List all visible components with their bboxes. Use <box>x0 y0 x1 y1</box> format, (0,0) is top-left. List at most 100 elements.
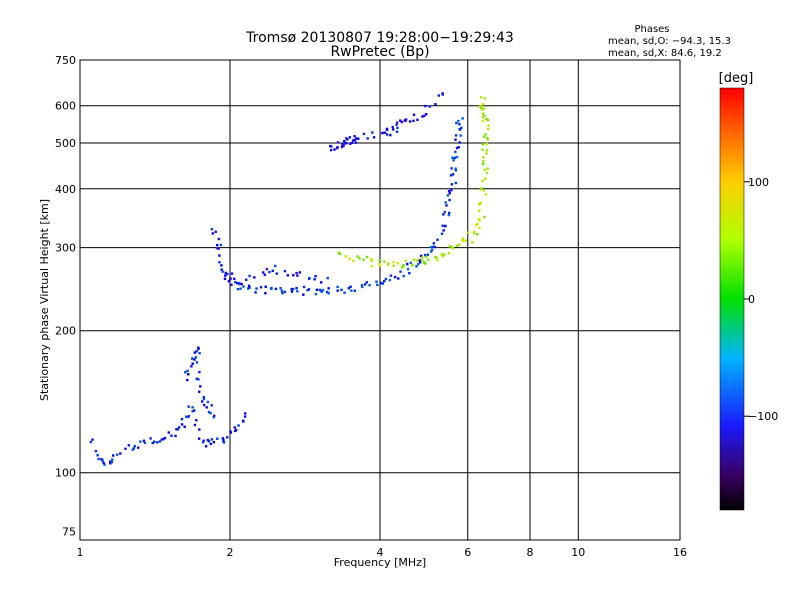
data-point <box>215 437 219 440</box>
data-point <box>450 245 453 248</box>
data-point <box>198 390 201 394</box>
data-point <box>455 121 458 125</box>
data-point <box>298 271 301 274</box>
data-point <box>478 226 481 230</box>
data-point <box>447 189 451 193</box>
data-point <box>262 271 265 274</box>
data-point <box>280 289 284 292</box>
data-point <box>379 281 383 285</box>
data-point <box>357 137 360 140</box>
data-point <box>320 281 323 284</box>
data-point <box>184 371 187 374</box>
data-point <box>461 239 464 242</box>
grid-lines <box>80 60 680 540</box>
data-point <box>307 288 311 291</box>
data-point <box>223 277 227 281</box>
data-point <box>185 415 188 418</box>
data-point <box>387 262 390 265</box>
data-point <box>415 265 418 268</box>
data-point <box>296 274 299 277</box>
data-point <box>195 419 198 422</box>
data-point <box>408 120 412 123</box>
data-point <box>481 119 484 123</box>
data-point <box>423 253 427 257</box>
data-point <box>471 241 474 244</box>
data-point <box>408 271 411 275</box>
data-point <box>466 231 470 234</box>
data-point <box>211 232 214 235</box>
data-point <box>455 155 459 159</box>
data-point <box>187 405 190 408</box>
data-point <box>274 287 278 291</box>
data-point <box>248 286 251 289</box>
data-point <box>115 453 119 456</box>
data-point <box>481 163 485 166</box>
data-point <box>201 441 205 444</box>
data-point <box>210 438 214 441</box>
data-point <box>426 258 430 261</box>
data-point <box>479 106 483 110</box>
data-point <box>245 278 248 281</box>
data-point <box>378 264 382 267</box>
data-point <box>482 189 485 192</box>
data-point <box>340 288 343 292</box>
y-tick-label: 300 <box>55 242 76 255</box>
data-point <box>127 444 131 447</box>
data-point <box>383 279 386 283</box>
data-point <box>416 263 420 266</box>
data-point <box>461 117 464 120</box>
data-point <box>360 283 364 287</box>
data-point <box>486 136 489 140</box>
data-point <box>321 288 325 292</box>
data-point <box>370 258 373 261</box>
data-point <box>296 289 299 293</box>
data-point <box>444 201 447 204</box>
data-point <box>450 183 454 186</box>
data-point <box>210 228 214 231</box>
data-point <box>119 452 122 455</box>
data-point <box>236 287 240 291</box>
data-point <box>94 449 98 453</box>
data-point <box>342 144 345 148</box>
data-point <box>158 440 162 443</box>
data-point <box>350 289 353 292</box>
data-point <box>349 285 352 288</box>
data-point <box>212 440 216 444</box>
data-point <box>458 123 461 126</box>
data-point <box>193 358 196 361</box>
data-point <box>383 131 387 134</box>
y-tick-label: 600 <box>55 100 76 113</box>
x-axis-label: Frequency [MHz] <box>334 556 426 569</box>
data-point <box>420 254 423 258</box>
data-point <box>341 143 344 146</box>
data-point <box>227 280 231 283</box>
data-point <box>186 369 189 372</box>
data-point <box>348 257 351 261</box>
data-point <box>198 351 201 355</box>
data-point <box>371 131 374 134</box>
data-point <box>391 125 394 129</box>
data-point <box>101 459 104 462</box>
data-point <box>193 423 197 427</box>
data-point <box>270 286 273 290</box>
data-point <box>174 434 177 438</box>
data-point <box>191 362 194 365</box>
colorbar-tick-label: 0 <box>748 293 755 306</box>
data-point <box>330 145 333 148</box>
colorbar: [deg] 100 0 −100 <box>719 71 778 511</box>
data-point <box>429 245 433 249</box>
data-point <box>283 290 287 294</box>
data-point <box>187 373 190 376</box>
data-point <box>220 264 223 267</box>
data-point <box>268 270 271 274</box>
data-point <box>416 118 419 121</box>
x-tick-label: 10 <box>571 546 585 559</box>
data-point <box>383 260 386 263</box>
data-point <box>483 177 487 180</box>
data-point <box>412 258 415 261</box>
data-point <box>443 210 446 214</box>
data-point <box>426 253 430 257</box>
data-point <box>481 179 484 183</box>
data-point <box>418 261 422 264</box>
data-point <box>445 204 448 207</box>
